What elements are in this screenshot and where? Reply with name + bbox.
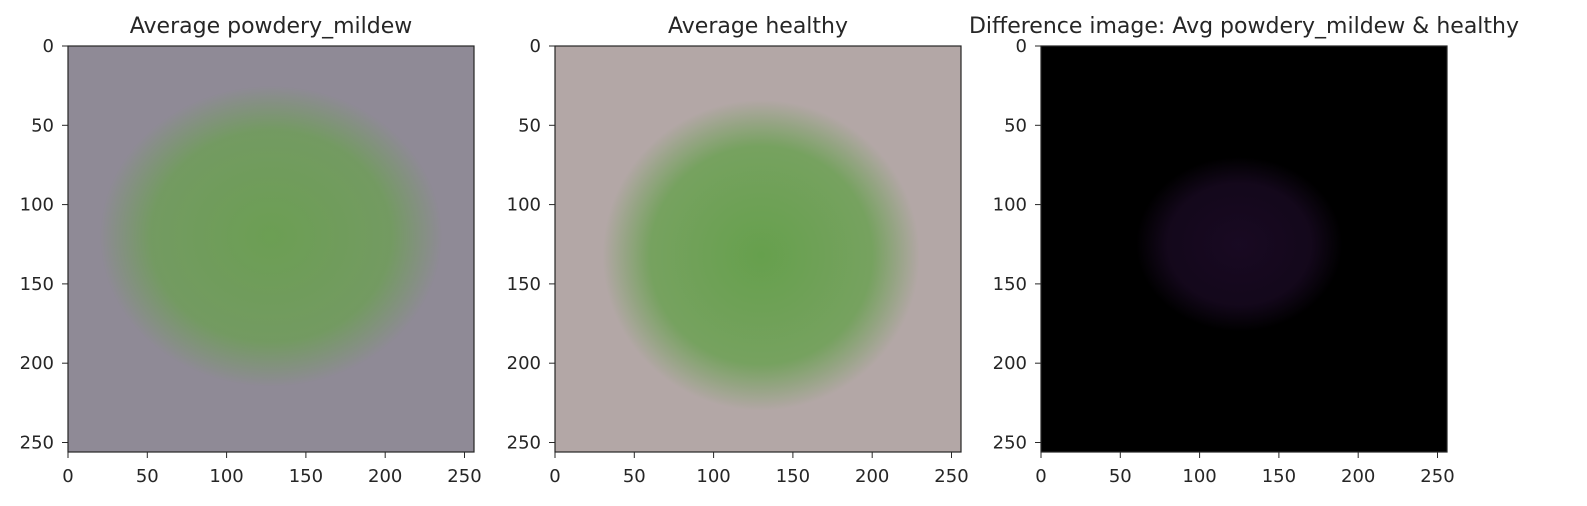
y-tick-label: 0 [1016, 36, 1027, 57]
panel-title: Average powdery_mildew [130, 14, 412, 39]
x-tick-label: 0 [1035, 466, 1046, 487]
x-tick-label: 0 [62, 466, 73, 487]
y-tick-label: 100 [20, 195, 54, 216]
panel-title: Difference image: Avg powdery_mildew & h… [969, 14, 1519, 39]
x-tick-label: 250 [934, 466, 968, 487]
x-tick-label: 50 [1109, 466, 1132, 487]
image-blob [602, 99, 920, 411]
x-tick-label: 0 [549, 466, 560, 487]
image-blob [1136, 157, 1343, 332]
x-tick-label: 200 [855, 466, 889, 487]
panel-1: Average powdery_mildew 0 50 100 150 200 250 0 50… [20, 14, 482, 487]
y-tick-label: 150 [993, 274, 1027, 295]
x-tick-label: 150 [776, 466, 810, 487]
y-tick-label: 150 [507, 274, 541, 295]
x-tick-label: 100 [1182, 466, 1216, 487]
y-tick-label: 150 [20, 274, 54, 295]
x-tick-label: 100 [209, 466, 243, 487]
y-tick-label: 50 [518, 115, 541, 136]
x-tick-label: 50 [136, 466, 159, 487]
image-blob [99, 85, 443, 387]
y-tick-label: 200 [20, 353, 54, 374]
x-tick-label: 150 [1262, 466, 1296, 487]
x-tick-label: 250 [447, 466, 481, 487]
x-tick-label: 100 [696, 466, 730, 487]
x-tick-label: 250 [1420, 466, 1454, 487]
axes-frame [1040, 45, 1448, 453]
x-tick-label: 200 [368, 466, 402, 487]
panel-2: Average healthy 0 50 100 150 200 250 0 50 100 150 2… [507, 14, 969, 487]
x-tick-label: 50 [623, 466, 646, 487]
axes-frame [554, 45, 962, 453]
y-tick-label: 50 [1004, 115, 1027, 136]
y-tick-label: 50 [31, 115, 54, 136]
panel-3: Difference image: Avg powdery_mildew & h… [969, 14, 1519, 487]
y-tick-label: 0 [43, 36, 54, 57]
axes-frame [67, 45, 475, 453]
y-tick-label: 200 [507, 353, 541, 374]
x-tick-label: 200 [1341, 466, 1375, 487]
y-tick-label: 200 [993, 353, 1027, 374]
y-tick-label: 0 [530, 36, 541, 57]
y-tick-label: 250 [20, 432, 54, 453]
y-tick-label: 100 [507, 195, 541, 216]
y-tick-label: 250 [993, 432, 1027, 453]
x-tick-label: 150 [289, 466, 323, 487]
y-tick-label: 100 [993, 195, 1027, 216]
panel-title: Average healthy [668, 14, 848, 39]
y-tick-label: 250 [507, 432, 541, 453]
